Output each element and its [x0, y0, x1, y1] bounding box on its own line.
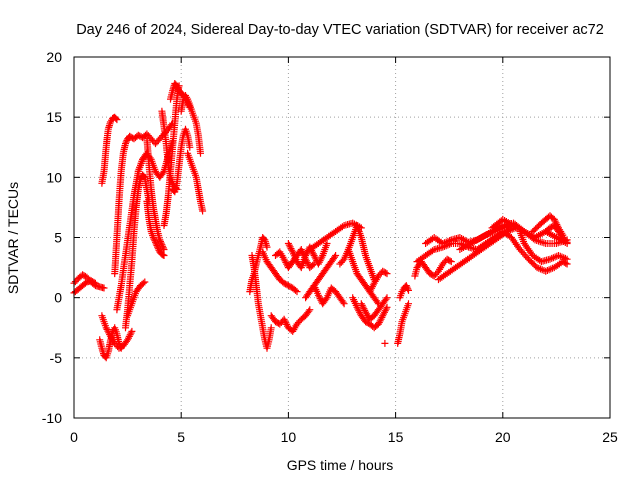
data-track: [396, 282, 412, 302]
data-track: [98, 113, 121, 187]
x-tick-label: 5: [177, 429, 185, 445]
data-point-markers: [177, 92, 204, 157]
data-point-markers: [124, 278, 149, 320]
data-point-markers: [267, 306, 314, 335]
data-track: [499, 228, 571, 275]
data-track: [111, 132, 134, 278]
data-track: [184, 149, 207, 215]
data-point-markers: [357, 294, 391, 323]
data-track: [143, 197, 168, 259]
data-point-markers: [246, 234, 271, 296]
data-track: [366, 267, 391, 296]
data-point-markers: [98, 312, 136, 352]
data-point-markers: [516, 228, 571, 266]
y-tick-label: 5: [54, 230, 62, 246]
data-track: [488, 215, 571, 247]
data-point-markers: [366, 267, 391, 296]
data-point-markers: [336, 222, 378, 284]
chart-title: Day 246 of 2024, Sidereal Day-to-day VTE…: [76, 22, 604, 38]
data-point-markers: [381, 339, 389, 347]
data-point-markers: [158, 107, 181, 193]
y-tick-label: 0: [54, 290, 62, 306]
data-track: [267, 306, 314, 335]
data-point-markers: [98, 113, 121, 187]
y-tick-label: 15: [46, 109, 62, 125]
data-point-markers: [349, 294, 391, 332]
data-point-markers: [310, 282, 348, 308]
data-point-markers: [435, 224, 520, 284]
data-track: [336, 222, 378, 284]
data-track: [177, 92, 204, 157]
data-track: [158, 107, 181, 193]
data-point-markers: [411, 255, 455, 280]
data-track: [259, 248, 301, 296]
data-point-markers: [184, 149, 207, 215]
data-track: [124, 278, 149, 320]
data-point-markers: [111, 132, 134, 278]
data-track: [411, 255, 455, 280]
data-track: [98, 312, 136, 352]
data-track: [349, 294, 391, 332]
y-tick-label: 20: [46, 49, 62, 65]
grid-lines: [74, 57, 610, 418]
y-tick-label: 10: [46, 169, 62, 185]
data-track: [357, 294, 391, 323]
y-axis-label: SDTVAR / TECUs: [5, 182, 21, 294]
data-point-markers: [542, 222, 571, 246]
data-track: [394, 300, 412, 347]
data-point-markers: [143, 135, 168, 253]
x-tick-label: 10: [281, 429, 297, 445]
y-tick-label: -10: [42, 410, 62, 426]
data-track: [246, 234, 271, 296]
data-track: [310, 282, 348, 308]
data-point-markers: [143, 197, 168, 259]
y-tick-label: -5: [50, 350, 63, 366]
data-point-markers: [259, 248, 301, 296]
x-tick-label: 15: [388, 429, 404, 445]
data-track: [516, 228, 571, 266]
data-point-markers: [499, 228, 571, 275]
data-track: [542, 222, 571, 246]
data-point-markers: [396, 282, 412, 302]
x-tick-label: 20: [495, 429, 511, 445]
data-point-markers: [488, 215, 571, 247]
x-tick-label: 25: [602, 429, 618, 445]
data-point-markers: [394, 300, 412, 347]
data-track: [381, 339, 389, 347]
x-tick-label: 0: [70, 429, 78, 445]
x-axis-label: GPS time / hours: [287, 457, 394, 473]
data-track: [143, 135, 168, 253]
data-series: [70, 80, 571, 362]
data-track: [435, 224, 520, 284]
axis-ticks: 0 5 10 15 20 25 -10 -5 0 5 10 15 20: [42, 49, 618, 445]
